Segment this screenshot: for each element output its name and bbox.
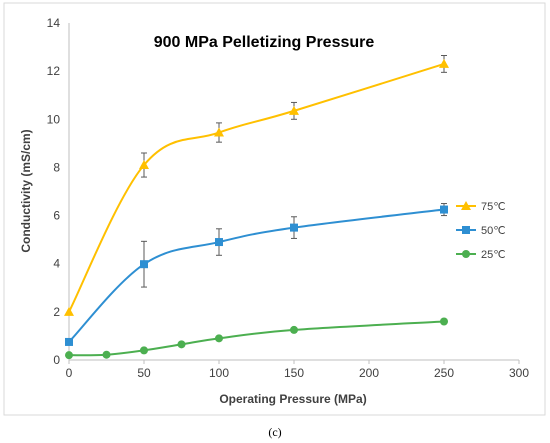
- data-point: [177, 340, 186, 349]
- y-tick-label: 0: [53, 353, 60, 367]
- data-point: [215, 238, 223, 247]
- y-tick-label: 4: [53, 257, 60, 271]
- x-tick-label: 250: [434, 366, 454, 380]
- axes: 0 50 100 150 200 250 300 0 2 4 6 8 10 12 14: [47, 16, 530, 380]
- data-point: [440, 205, 448, 214]
- data-point: [215, 334, 223, 343]
- y-tick-label: 2: [53, 305, 60, 319]
- data-point: [440, 317, 448, 326]
- data-point: [64, 306, 74, 316]
- legend-marker: [462, 250, 470, 258]
- x-tick-label: 0: [66, 366, 73, 380]
- x-tick-label: 200: [359, 366, 379, 380]
- legend-label: 50℃: [481, 225, 506, 237]
- x-tick-label: 100: [209, 366, 229, 380]
- data-point: [214, 127, 224, 137]
- x-tick-label: 150: [284, 366, 304, 380]
- y-tick-label: 12: [47, 64, 61, 78]
- legend-marker: [461, 201, 471, 210]
- data-point: [439, 58, 449, 68]
- series-50c: [65, 203, 448, 346]
- data-point: [65, 351, 73, 360]
- y-tick-label: 14: [47, 16, 61, 30]
- series-25c: [65, 317, 448, 360]
- y-tick-label: 8: [53, 160, 60, 174]
- legend: 75℃ 50℃ 25℃: [456, 201, 506, 261]
- figure-frame: [3, 2, 546, 416]
- series-75c: [64, 54, 449, 316]
- x-axis-label: Operating Pressure (MPa): [219, 392, 366, 406]
- y-tick-label: 10: [47, 112, 61, 126]
- data-point: [290, 223, 298, 232]
- data-point: [102, 350, 111, 359]
- legend-label: 75℃: [481, 201, 506, 213]
- data-point: [140, 346, 148, 355]
- x-tick-label: 50: [137, 366, 151, 380]
- legend-marker: [462, 226, 470, 234]
- legend-label: 25℃: [481, 249, 506, 261]
- y-axis-label: Conductivity (mS/cm): [19, 129, 33, 252]
- data-point: [139, 160, 149, 170]
- x-tick-label: 300: [509, 366, 529, 380]
- series-layer: [64, 54, 449, 360]
- data-point: [140, 260, 148, 269]
- data-point: [289, 105, 299, 115]
- data-point: [290, 325, 298, 334]
- figure-caption: (c): [268, 425, 281, 439]
- y-tick-label: 6: [53, 209, 60, 223]
- data-point: [65, 337, 73, 346]
- chart-title: 900 MPa Pelletizing Pressure: [154, 34, 375, 51]
